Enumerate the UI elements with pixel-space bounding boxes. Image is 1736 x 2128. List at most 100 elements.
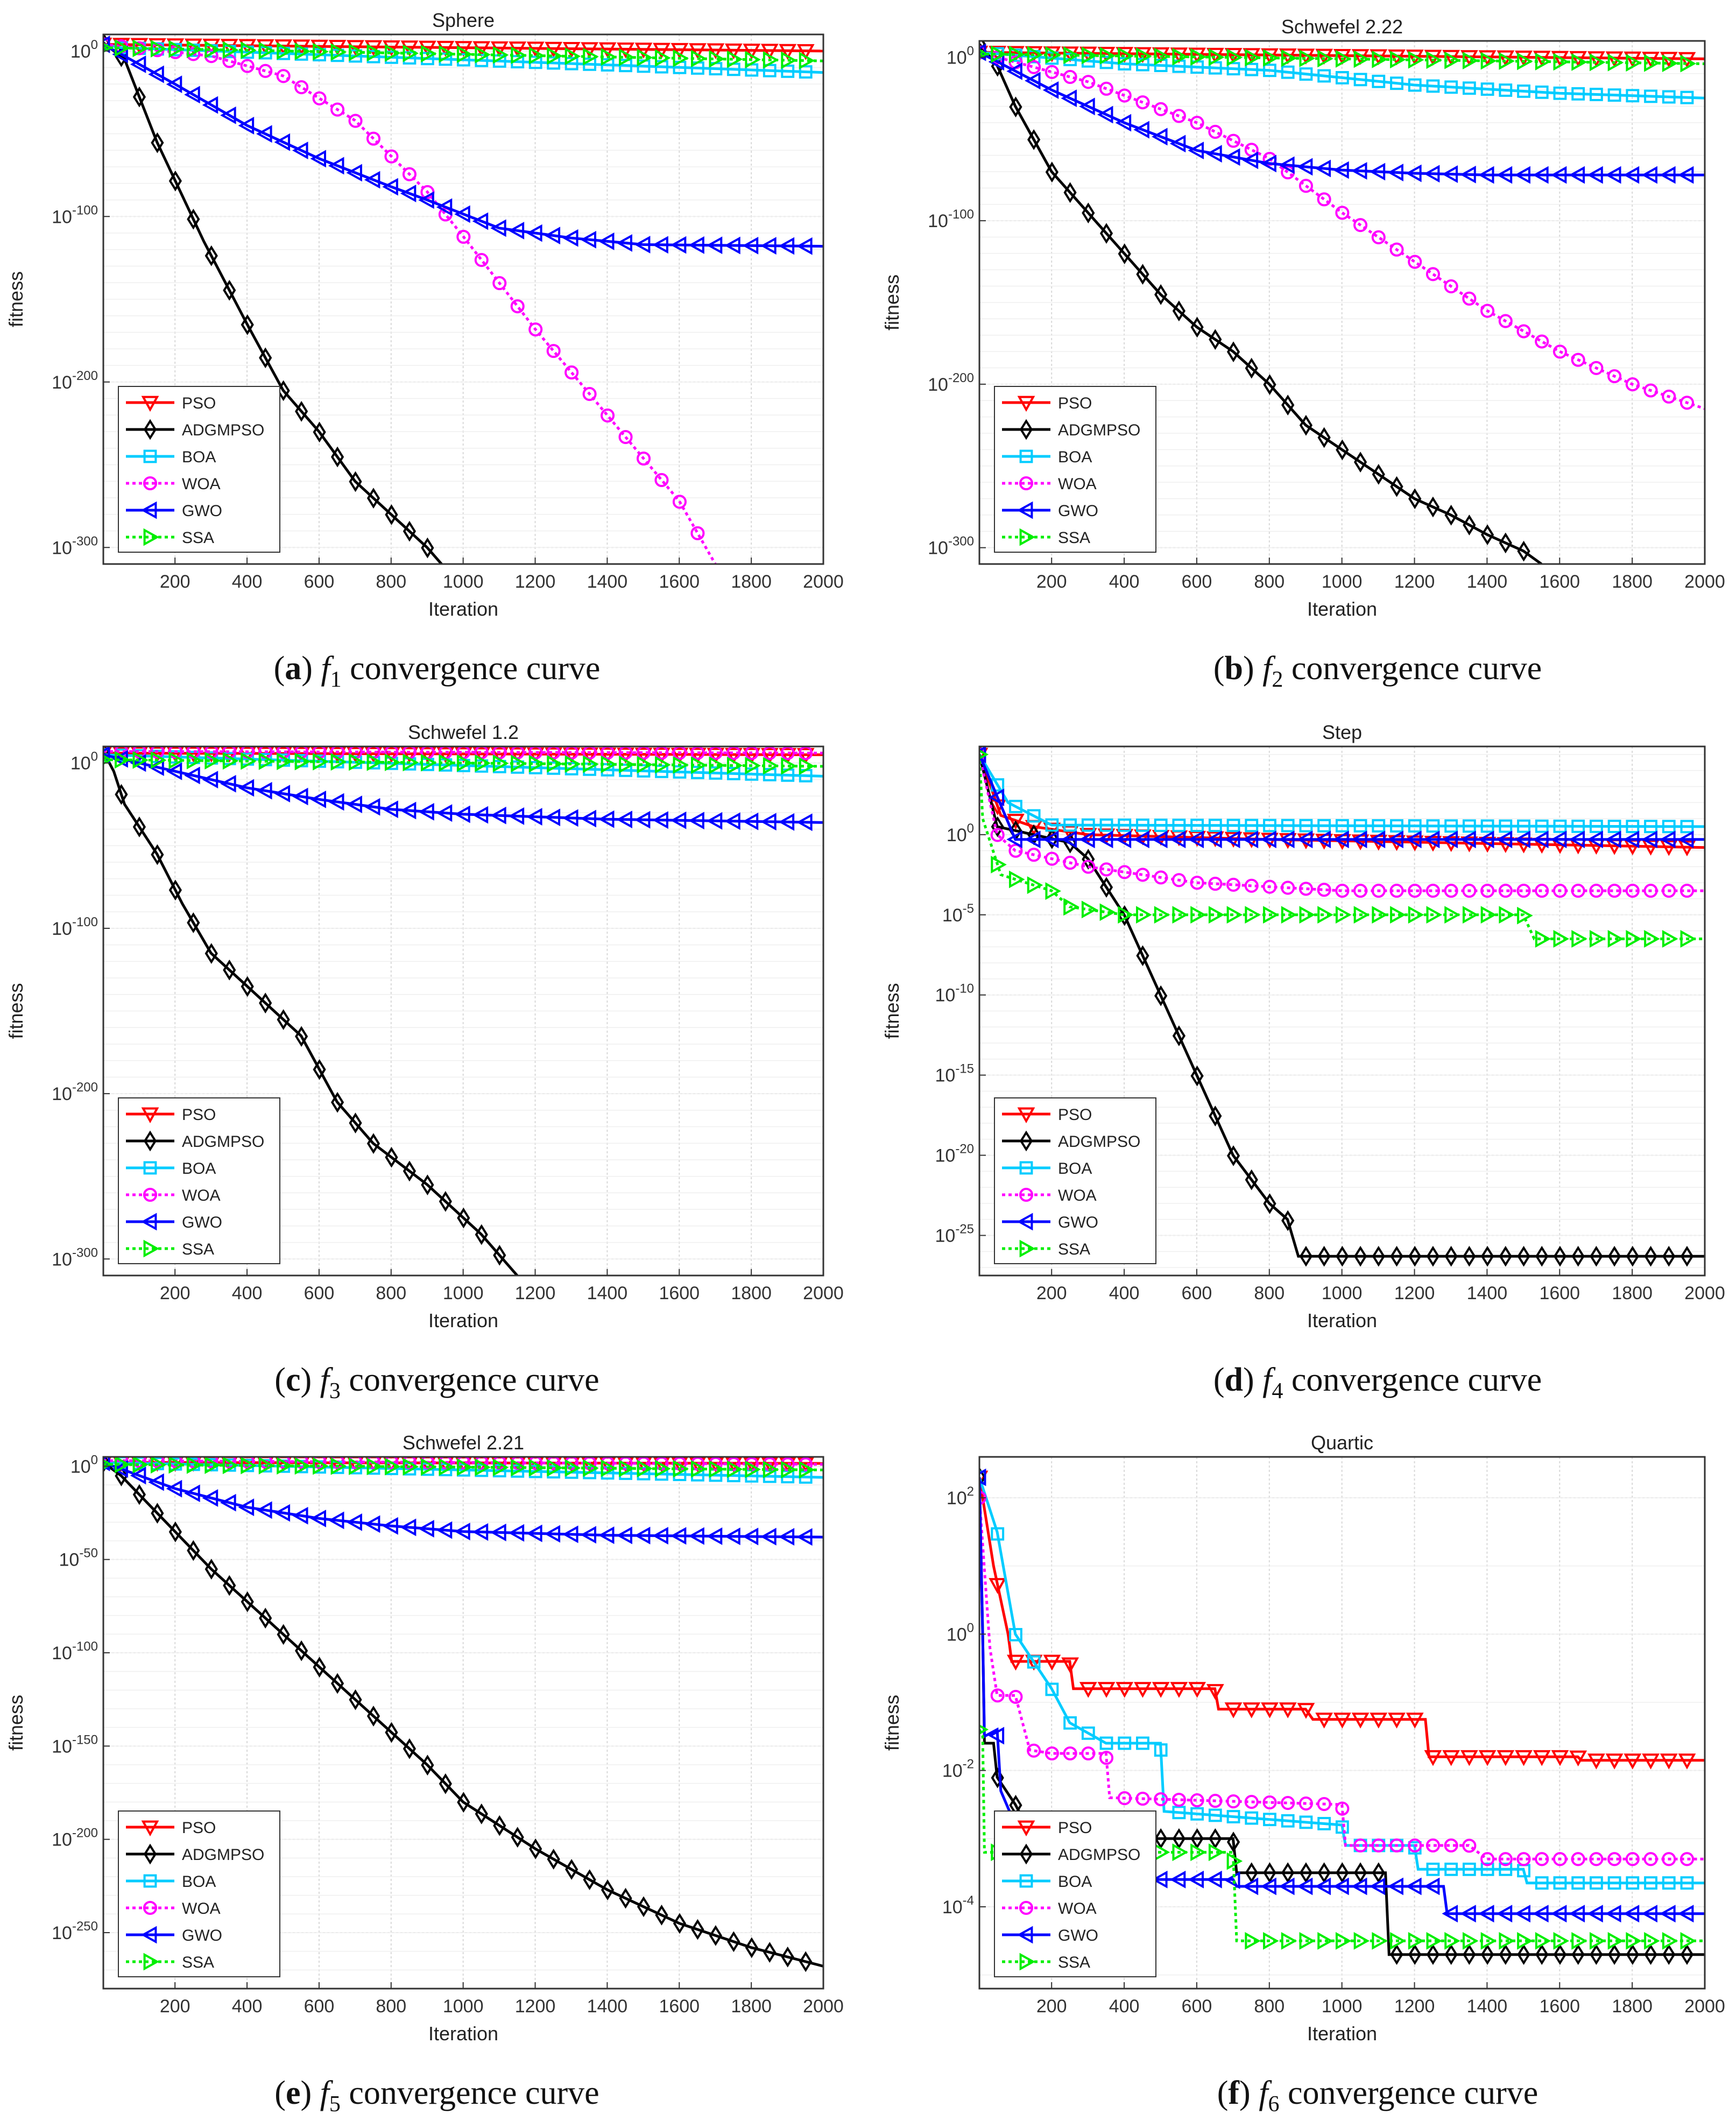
series-marker-woa: [1135, 868, 1150, 882]
chart-panel-6: 200 400 600 800 1000 1200 1400 1600 1800 2000 102 1…: [881, 1432, 1725, 2117]
series-marker-adgmpso: [1336, 439, 1349, 461]
legend-marker: [143, 476, 158, 491]
x-tick-label: 400: [1109, 1283, 1140, 1303]
series-marker-adgmpso: [1336, 1862, 1349, 1884]
series-marker-ssa: [1390, 51, 1406, 69]
series-marker-woa: [1045, 851, 1059, 866]
series-marker-pso: [760, 748, 779, 764]
series-marker-adgmpso: [781, 1946, 794, 1968]
series-marker-adgmpso: [727, 1931, 740, 1953]
series-marker-woa: [492, 276, 507, 291]
series-marker-boa: [1027, 809, 1041, 823]
series-marker-boa: [1263, 64, 1276, 77]
series-marker-adgmpso: [1408, 1245, 1422, 1267]
series-marker-adgmpso: [1426, 1944, 1440, 1965]
series-marker-ssa: [1444, 51, 1460, 69]
series-marker-adgmpso: [187, 912, 200, 933]
series-marker-pso: [526, 747, 545, 764]
series-marker-ssa: [511, 755, 527, 773]
legend-label: BOA: [182, 1160, 216, 1178]
series-marker-gwo: [238, 117, 255, 135]
series-marker-ssa: [222, 752, 239, 770]
series-marker-woa: [1389, 884, 1404, 898]
series-marker-ssa: [1644, 54, 1660, 72]
series-marker-ssa: [492, 1458, 509, 1476]
x-tick-label: 1600: [659, 1283, 700, 1303]
series-marker-ssa: [1263, 906, 1279, 924]
legend: PSO ADGMPSO BOA WOA GWO SSA: [118, 1810, 280, 1977]
series-marker-adgmpso: [1172, 1828, 1185, 1849]
series-marker-boa: [1190, 1807, 1204, 1821]
series-marker-gwo: [292, 1506, 308, 1525]
series-marker-ssa: [763, 1461, 779, 1478]
series-marker-boa: [1317, 819, 1331, 833]
series-marker-adgmpso: [1408, 1944, 1422, 1965]
series-marker-boa: [1335, 819, 1349, 833]
series-marker-ssa: [151, 751, 167, 769]
series-marker-adgmpso: [1444, 1944, 1458, 1965]
series-marker-adgmpso: [493, 1244, 506, 1266]
series-marker-adgmpso: [1317, 1862, 1331, 1884]
x-tick-label: 800: [376, 1283, 406, 1303]
series-marker-adgmpso: [745, 1937, 758, 1958]
series-marker-ssa: [637, 756, 653, 774]
legend: PSO ADGMPSO BOA WOA GWO SSA: [118, 386, 280, 553]
series-marker-pso: [1642, 52, 1660, 68]
series-marker-ssa: [1372, 50, 1388, 68]
series-marker-adgmpso: [1499, 1944, 1512, 1965]
series-marker-adgmpso: [366, 1133, 380, 1154]
series-marker-gwo: [508, 807, 525, 825]
series-marker-ssa: [492, 46, 509, 64]
series-marker-woa: [1516, 324, 1531, 339]
series-marker-ssa: [330, 753, 347, 771]
series-marker-boa: [1353, 73, 1367, 87]
series-marker-adgmpso: [385, 1722, 398, 1743]
series-marker-ssa: [745, 51, 761, 69]
series-marker-gwo: [166, 75, 182, 94]
legend-marker: [1019, 1874, 1033, 1888]
series-marker-pso: [166, 38, 185, 54]
series-marker-ssa: [277, 42, 293, 60]
legend-marker: [1019, 1187, 1034, 1202]
series-marker-gwo: [1097, 830, 1113, 849]
series-marker-ssa: [1263, 1932, 1279, 1950]
series-marker-boa: [1680, 820, 1694, 834]
series-marker-woa: [1335, 206, 1350, 220]
series-marker-boa: [1263, 1813, 1276, 1827]
series-marker-ssa: [1499, 906, 1515, 924]
series-marker-gwo: [490, 219, 506, 237]
series-marker-ssa: [1517, 52, 1533, 71]
series-marker-gwo: [1533, 166, 1549, 184]
series-marker-adgmpso: [1463, 1245, 1476, 1267]
series-marker-gwo: [1623, 830, 1640, 849]
x-tick-label: 800: [1254, 572, 1285, 592]
legend-marker: [141, 1107, 159, 1124]
series-marker-pso: [979, 1470, 989, 1487]
series-marker-adgmpso: [1372, 1862, 1385, 1884]
series-marker-adgmpso: [709, 1925, 722, 1946]
series-gwo: [979, 746, 1705, 849]
series-marker-gwo: [544, 1525, 561, 1543]
series-marker-woa: [1462, 884, 1477, 898]
series-marker-ssa: [1009, 45, 1025, 64]
series-marker-adgmpso: [204, 943, 218, 964]
series-marker-gwo: [688, 812, 704, 830]
series-marker-pso: [1533, 1750, 1551, 1766]
series-marker-ssa: [204, 40, 221, 59]
series-marker-pso: [743, 748, 761, 764]
series-marker-ssa: [115, 1457, 131, 1474]
series-marker-boa: [1644, 1876, 1657, 1890]
series-marker-pso: [707, 748, 725, 764]
series-marker-gwo: [562, 1525, 578, 1544]
series-marker-woa: [1117, 865, 1132, 879]
series-marker-ssa: [1027, 876, 1043, 894]
series-marker-woa: [1281, 1796, 1295, 1810]
series-marker-boa: [1045, 1682, 1059, 1696]
series-marker-pso: [292, 39, 310, 55]
series-marker-woa: [1571, 353, 1585, 367]
legend-marker: [1017, 396, 1035, 412]
series-marker-ssa: [456, 45, 473, 64]
series-pso: [979, 1470, 1705, 1770]
series-marker-woa: [330, 102, 345, 117]
series-marker-adgmpso: [1317, 1245, 1331, 1267]
